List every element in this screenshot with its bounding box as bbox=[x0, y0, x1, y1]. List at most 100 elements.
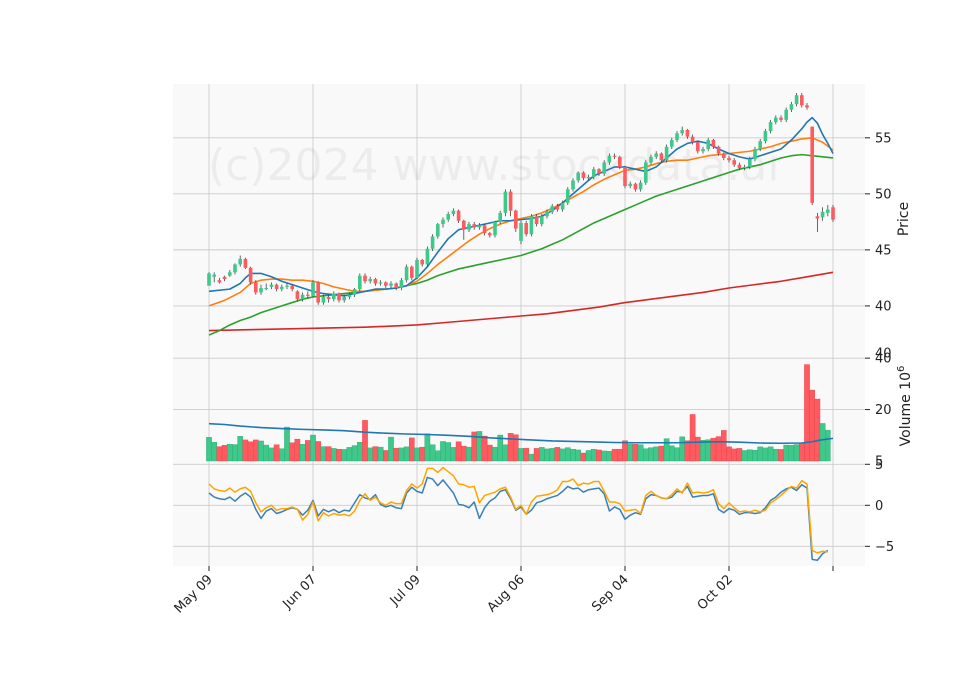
volume-bar bbox=[726, 446, 732, 462]
volume-bar bbox=[247, 441, 254, 462]
volume-axis-title-exponent: 6 bbox=[896, 366, 907, 372]
volume-bar bbox=[502, 444, 509, 462]
candle-body bbox=[748, 159, 752, 167]
volume-bar bbox=[351, 445, 358, 462]
ma-long-line bbox=[208, 153, 834, 336]
candle-body bbox=[233, 264, 237, 273]
candle-body bbox=[285, 285, 289, 287]
volume-bar bbox=[507, 433, 514, 462]
volume-bar bbox=[559, 448, 566, 462]
volume-bar bbox=[518, 448, 524, 462]
candle-body bbox=[586, 177, 591, 179]
volume-bar bbox=[331, 448, 337, 462]
candle-body bbox=[800, 95, 804, 106]
candle-body bbox=[207, 273, 211, 286]
candle-body bbox=[763, 131, 768, 142]
volume-bar bbox=[232, 444, 238, 462]
candle-body bbox=[321, 296, 326, 303]
candle-body bbox=[280, 286, 284, 290]
candle-body bbox=[394, 283, 398, 288]
candle-body bbox=[753, 149, 757, 160]
volume-bar bbox=[357, 442, 363, 462]
volume-bar bbox=[284, 426, 290, 462]
candle-body bbox=[545, 211, 549, 217]
volume-bar bbox=[398, 447, 405, 462]
volume-bar bbox=[513, 434, 519, 462]
candle-body bbox=[259, 287, 263, 293]
price-tick-label: 40 bbox=[875, 299, 892, 314]
candle-body bbox=[488, 233, 492, 236]
volume-bar bbox=[585, 450, 592, 462]
candle-body bbox=[794, 95, 799, 105]
x-tick-label: May 09 bbox=[172, 572, 216, 616]
candle-body bbox=[716, 146, 721, 154]
volume-bar bbox=[226, 444, 233, 462]
volume-bar bbox=[679, 436, 685, 462]
gridlines bbox=[173, 84, 865, 566]
volume-bar bbox=[403, 446, 410, 462]
volume-bar bbox=[773, 448, 779, 462]
candle-body bbox=[706, 140, 710, 150]
volume-bar bbox=[622, 440, 628, 462]
volume-bar bbox=[736, 448, 743, 462]
volume-bar bbox=[767, 446, 774, 462]
candle-body bbox=[514, 210, 518, 229]
candle-body bbox=[300, 294, 305, 300]
candle-body bbox=[737, 164, 742, 169]
volume-bar bbox=[601, 450, 607, 462]
macd-line bbox=[208, 476, 829, 562]
candle-body bbox=[742, 166, 747, 169]
volume-bar bbox=[580, 452, 587, 462]
volume-bar bbox=[325, 446, 332, 462]
volume-bar bbox=[762, 447, 769, 462]
candle-body bbox=[503, 191, 508, 213]
candle-body bbox=[685, 129, 690, 137]
volume-bar bbox=[596, 449, 602, 462]
volume-ma-line bbox=[208, 422, 834, 445]
candle-body bbox=[654, 153, 658, 157]
volume-bar bbox=[346, 447, 353, 462]
volume-bar bbox=[648, 447, 654, 462]
candle-body bbox=[430, 236, 435, 249]
volume-bar bbox=[752, 450, 758, 462]
candle-body bbox=[659, 153, 664, 161]
volume-bar bbox=[341, 449, 348, 462]
volume-bar bbox=[565, 447, 571, 462]
candle-body bbox=[482, 225, 487, 234]
volume-bar bbox=[643, 448, 649, 462]
candlesticks bbox=[207, 92, 835, 305]
candle-body bbox=[768, 122, 773, 132]
candle-body bbox=[519, 222, 523, 241]
candle-body bbox=[566, 189, 570, 203]
candle-body bbox=[612, 155, 617, 157]
volume-bar bbox=[299, 444, 306, 462]
candle-body bbox=[602, 162, 606, 174]
candle-body bbox=[415, 259, 419, 278]
candle-body bbox=[711, 140, 716, 147]
volume-bar bbox=[481, 435, 488, 462]
candle-body bbox=[243, 258, 248, 268]
macd-tick-label: 5 bbox=[875, 455, 883, 470]
candle-body bbox=[212, 274, 216, 277]
macd-tick-label: −5 bbox=[875, 540, 894, 555]
volume-bar bbox=[575, 449, 581, 462]
candle-body bbox=[378, 282, 383, 284]
candle-body bbox=[295, 291, 300, 300]
candle-body bbox=[675, 133, 679, 141]
volume-bar bbox=[455, 441, 462, 462]
volume-tick-label: 40 bbox=[875, 347, 892, 362]
candle-body bbox=[581, 172, 586, 179]
candle-body bbox=[436, 224, 440, 237]
watermark: (c)2024 www.stockdata.ai bbox=[208, 140, 779, 191]
volume-bar bbox=[539, 447, 545, 462]
volume-bar bbox=[783, 444, 789, 462]
volume-bar bbox=[721, 430, 727, 462]
volume-bar bbox=[429, 444, 436, 462]
volume-bar bbox=[419, 446, 426, 462]
volume-bar bbox=[476, 431, 483, 462]
volume-bars bbox=[206, 364, 831, 462]
candle-body bbox=[222, 276, 227, 280]
candle-body bbox=[451, 210, 456, 215]
candle-body bbox=[352, 289, 357, 295]
price-tick-label: 50 bbox=[875, 187, 892, 202]
